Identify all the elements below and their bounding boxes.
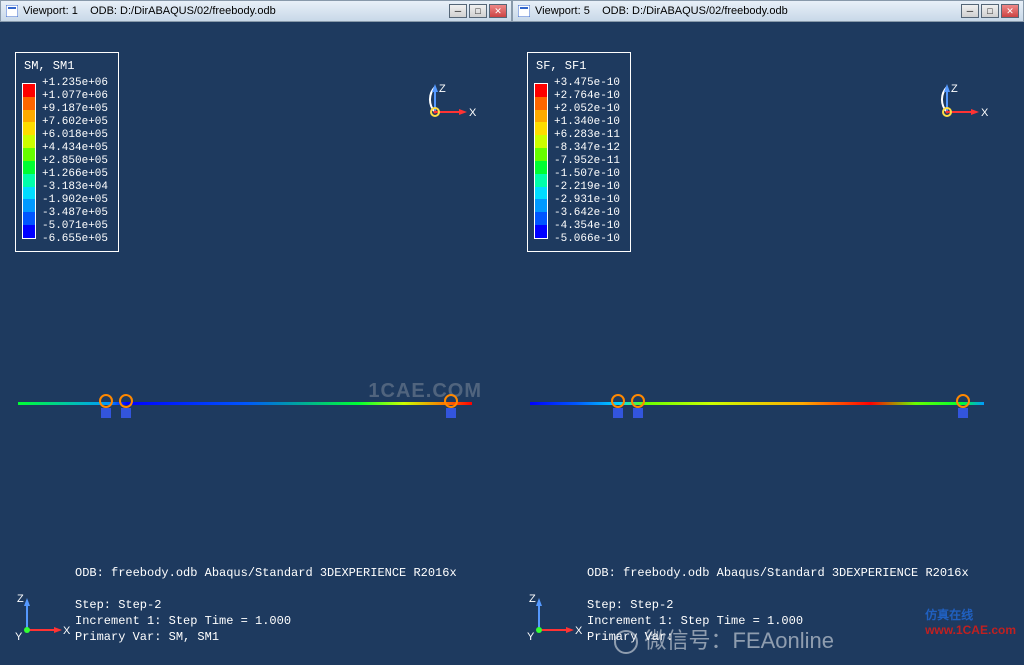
svg-text:Z: Z [529, 593, 536, 605]
legend-value: +1.266e+05 [42, 168, 108, 181]
legend-value: +1.235e+06 [42, 77, 108, 90]
svg-text:Y: Y [15, 631, 23, 643]
legend-color-bar [534, 83, 548, 239]
legend-value: -5.071e+05 [42, 220, 108, 233]
legend-value: -3.642e-10 [554, 207, 620, 220]
app-icon [5, 4, 19, 18]
viewport-1: Viewport: 1 ODB: D:/DirABAQUS/02/freebod… [0, 0, 512, 665]
watermark-right: 仿真在线 www.1CAE.com [925, 606, 1016, 637]
support-marker [627, 394, 649, 425]
canvas-area[interactable]: SM, SM1 +1.235e+06+1.077e+06+9.187e+05+7… [0, 22, 512, 665]
titlebar[interactable]: Viewport: 5 ODB: D:/DirABAQUS/02/freebod… [512, 0, 1024, 22]
close-button[interactable]: ✕ [1001, 4, 1019, 18]
legend-value: -3.183e+04 [42, 181, 108, 194]
legend-value: -8.347e-12 [554, 142, 620, 155]
titlebar-text: Viewport: 5 ODB: D:/DirABAQUS/02/freebod… [535, 5, 961, 17]
status-info: ODB: freebody.odb Abaqus/Standard 3DEXPE… [75, 565, 457, 645]
svg-text:X: X [981, 107, 989, 119]
legend-value: +2.850e+05 [42, 155, 108, 168]
legend-value: +6.018e+05 [42, 129, 108, 142]
legend-color-bar [22, 83, 36, 239]
view-triad-icon: Z X [407, 82, 477, 147]
titlebar[interactable]: Viewport: 1 ODB: D:/DirABAQUS/02/freebod… [0, 0, 512, 22]
contour-legend: SF, SF1 +3.475e-10+2.764e-10+2.052e-10+1… [527, 52, 631, 252]
svg-text:X: X [575, 625, 582, 637]
legend-value: -1.507e-10 [554, 168, 620, 181]
legend-value: -7.952e-11 [554, 155, 620, 168]
legend-title: SM, SM1 [24, 59, 108, 73]
legend-value: -2.219e-10 [554, 181, 620, 194]
window-controls: ─ □ ✕ [449, 4, 507, 18]
legend-value: +2.764e-10 [554, 90, 620, 103]
maximize-button[interactable]: □ [469, 4, 487, 18]
svg-text:Y: Y [527, 631, 535, 643]
svg-text:X: X [63, 625, 70, 637]
legend-value: +4.434e+05 [42, 142, 108, 155]
contour-legend: SM, SM1 +1.235e+06+1.077e+06+9.187e+05+7… [15, 52, 119, 252]
beam-result-line [18, 402, 472, 405]
global-triad-icon: Z X Y [527, 590, 582, 650]
legend-value: +3.475e-10 [554, 77, 620, 90]
minimize-button[interactable]: ─ [449, 4, 467, 18]
legend-value: +6.283e-11 [554, 129, 620, 142]
maximize-button[interactable]: □ [981, 4, 999, 18]
minimize-button[interactable]: ─ [961, 4, 979, 18]
support-marker [115, 394, 137, 425]
legend-value: -2.931e-10 [554, 194, 620, 207]
watermark-wechat: 微信号：FEAonline [614, 623, 834, 655]
legend-value: +2.052e-10 [554, 103, 620, 116]
legend-value: -3.487e+05 [42, 207, 108, 220]
legend-value: +1.340e-10 [554, 116, 620, 129]
support-marker [95, 394, 117, 425]
viewport-5: Viewport: 5 ODB: D:/DirABAQUS/02/freebod… [512, 0, 1024, 665]
titlebar-text: Viewport: 1 ODB: D:/DirABAQUS/02/freebod… [23, 5, 449, 17]
beam-result-line [530, 402, 984, 405]
svg-text:Z: Z [951, 83, 958, 95]
legend-values: +3.475e-10+2.764e-10+2.052e-10+1.340e-10… [554, 77, 620, 245]
svg-text:X: X [469, 107, 477, 119]
legend-values: +1.235e+06+1.077e+06+9.187e+05+7.602e+05… [42, 77, 108, 245]
legend-title: SF, SF1 [536, 59, 620, 73]
support-marker [440, 394, 462, 425]
legend-value: -4.354e-10 [554, 220, 620, 233]
global-triad-icon: Z X Y [15, 590, 70, 650]
support-marker [607, 394, 629, 425]
legend-value: +1.077e+06 [42, 90, 108, 103]
window-controls: ─ □ ✕ [961, 4, 1019, 18]
view-triad-icon: Z X [919, 82, 989, 147]
canvas-area[interactable]: SF, SF1 +3.475e-10+2.764e-10+2.052e-10+1… [512, 22, 1024, 665]
legend-value: -1.902e+05 [42, 194, 108, 207]
watermark-center: 1CAE.COM [368, 380, 482, 403]
legend-value: -5.066e-10 [554, 233, 620, 246]
svg-text:Z: Z [17, 593, 24, 605]
support-marker [952, 394, 974, 425]
legend-value: +7.602e+05 [42, 116, 108, 129]
svg-text:Z: Z [439, 83, 446, 95]
legend-value: -6.655e+05 [42, 233, 108, 246]
legend-value: +9.187e+05 [42, 103, 108, 116]
app-icon [517, 4, 531, 18]
close-button[interactable]: ✕ [489, 4, 507, 18]
